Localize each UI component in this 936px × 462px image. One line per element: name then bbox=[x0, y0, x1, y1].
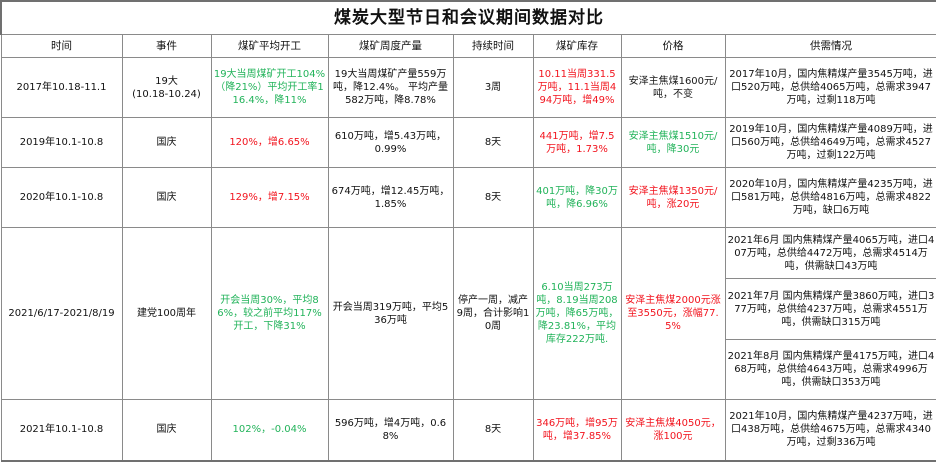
table-row: 2019年10.1-10.8 国庆 120%，增6.65% 610万吨，增5.4… bbox=[0, 117, 936, 168]
header-price[interactable]: 价格 bbox=[620, 34, 726, 58]
header-duration[interactable]: 持续时间 bbox=[452, 34, 534, 58]
cell-weekly-output[interactable]: 610万吨，增5.43万吨，0.99% bbox=[327, 117, 454, 168]
cell-duration[interactable]: 3周 bbox=[452, 57, 534, 118]
event-dates: (10.18-10.24) bbox=[132, 88, 201, 100]
cell-time[interactable]: 2021/6/17-2021/8/19 bbox=[0, 227, 123, 400]
header-event[interactable]: 事件 bbox=[121, 34, 212, 58]
cell-operating-rate[interactable]: 19大当周煤矿开工104%（降21%）平均开工率116.4%，降11% bbox=[210, 57, 329, 118]
cell-inventory[interactable]: 6.10当周273万吨，8.19当周208万吨，降65万吨，降23.81%，平均… bbox=[532, 227, 622, 400]
cell-supply-demand[interactable]: 2017年10月，国内焦精煤产量3545万吨，进口520万吨，总供给4065万吨… bbox=[724, 57, 936, 118]
cell-weekly-output[interactable]: 19大当周煤矿产量559万吨，降12.4%。 平均产量582万吨，降8.78% bbox=[327, 57, 454, 118]
cell-event[interactable]: 建党100周年 bbox=[121, 227, 212, 400]
cell-inventory[interactable]: 346万吨，增95万吨，增37.85% bbox=[532, 399, 622, 462]
table-title[interactable]: 煤炭大型节日和会议期间数据对比 bbox=[0, 0, 936, 35]
cell-supply-demand[interactable]: 2020年10月，国内焦精煤产量4235万吨，进口581万吨，总供给4816万吨… bbox=[724, 167, 936, 228]
cell-operating-rate[interactable]: 129%，增7.15% bbox=[210, 167, 329, 228]
cell-price[interactable]: 安泽主焦煤1350元/吨，涨20元 bbox=[620, 167, 726, 228]
cell-time[interactable]: 2020年10.1-10.8 bbox=[0, 167, 123, 228]
supply-subrow-july[interactable]: 2021年7月 国内焦精煤产量3860万吨，进口377万吨，总供给4237万吨，… bbox=[726, 279, 936, 340]
table-row: 2020年10.1-10.8 国庆 129%，增7.15% 674万吨，增12.… bbox=[0, 167, 936, 228]
cell-event[interactable]: 国庆 bbox=[121, 167, 212, 228]
event-name: 19大 bbox=[155, 75, 178, 87]
cell-supply-demand[interactable]: 2021年10月，国内焦精煤产量4237万吨，进口438万吨，总供给4675万吨… bbox=[724, 399, 936, 462]
title-row: 煤炭大型节日和会议期间数据对比 bbox=[0, 0, 936, 35]
supply-subrow-august[interactable]: 2021年8月 国内焦精煤产量4175万吨，进口468万吨，总供给4643万吨，… bbox=[727, 351, 935, 388]
cell-time[interactable]: 2017年10.18-11.1 bbox=[0, 57, 123, 118]
cell-duration[interactable]: 8天 bbox=[452, 167, 534, 228]
cell-duration[interactable]: 停产一周，减产9周，合计影响10周 bbox=[452, 227, 534, 400]
cell-duration[interactable]: 8天 bbox=[452, 117, 534, 168]
header-row: 时间 事件 煤矿平均开工 煤矿周度产量 持续时间 煤矿库存 价格 供需情况 bbox=[0, 34, 936, 58]
cell-price[interactable]: 安泽主焦煤1510元/吨，降30元 bbox=[620, 117, 726, 168]
cell-inventory[interactable]: 401万吨，降30万吨，降6.96% bbox=[532, 167, 622, 228]
cell-weekly-output[interactable]: 674万吨，增12.45万吨，1.85% bbox=[327, 167, 454, 228]
cell-supply-demand[interactable]: 2019年10月，国内焦精煤产量4089万吨，进口560万吨，总供给4649万吨… bbox=[724, 117, 936, 168]
cell-event[interactable]: 国庆 bbox=[121, 399, 212, 462]
cell-event[interactable]: 国庆 bbox=[121, 117, 212, 168]
header-weekly-output[interactable]: 煤矿周度产量 bbox=[327, 34, 454, 58]
header-inventory[interactable]: 煤矿库存 bbox=[532, 34, 622, 58]
cell-inventory[interactable]: 10.11当周331.5万吨，11.1当周494万吨，增49% bbox=[532, 57, 622, 118]
cell-operating-rate[interactable]: 102%，-0.04% bbox=[210, 399, 329, 462]
cell-weekly-output[interactable]: 开会当周319万吨，平均536万吨 bbox=[327, 227, 454, 400]
table-row: 2021年10.1-10.8 国庆 102%，-0.04% 596万吨，增4万吨… bbox=[0, 399, 936, 462]
table-row: 2017年10.18-11.1 19大 (10.18-10.24) 19大当周煤… bbox=[0, 57, 936, 118]
cell-operating-rate[interactable]: 开会当周30%，平均86%，较之前平均117%开工，下降31% bbox=[210, 227, 329, 400]
cell-price[interactable]: 安泽主焦煤4050元，涨100元 bbox=[620, 399, 726, 462]
cell-operating-rate[interactable]: 120%，增6.65% bbox=[210, 117, 329, 168]
header-supply-demand[interactable]: 供需情况 bbox=[724, 34, 936, 58]
table-row: 2021/6/17-2021/8/19 建党100周年 开会当周30%，平均86… bbox=[0, 227, 936, 400]
cell-supply-demand-group: 2021年6月 国内焦精煤产量4065万吨，进口407万吨，总供给4472万吨，… bbox=[724, 227, 936, 400]
cell-price[interactable]: 安泽主焦煤2000元涨至3550元，涨幅77.5% bbox=[620, 227, 726, 400]
cell-price[interactable]: 安泽主焦煤1600元/吨，不变 bbox=[620, 57, 726, 118]
cell-inventory[interactable]: 441万吨，增7.5万吨，1.73% bbox=[532, 117, 622, 168]
cell-duration[interactable]: 8天 bbox=[452, 399, 534, 462]
header-time[interactable]: 时间 bbox=[0, 34, 123, 58]
cell-time[interactable]: 2021年10.1-10.8 bbox=[0, 399, 123, 462]
header-operating-rate[interactable]: 煤矿平均开工 bbox=[210, 34, 329, 58]
supply-subrow-june[interactable]: 2021年6月 国内焦精煤产量4065万吨，进口407万吨，总供给4472万吨，… bbox=[726, 229, 936, 279]
cell-event[interactable]: 19大 (10.18-10.24) bbox=[121, 57, 212, 118]
cell-weekly-output[interactable]: 596万吨，增4万吨，0.68% bbox=[327, 399, 454, 462]
cell-time[interactable]: 2019年10.1-10.8 bbox=[0, 117, 123, 168]
